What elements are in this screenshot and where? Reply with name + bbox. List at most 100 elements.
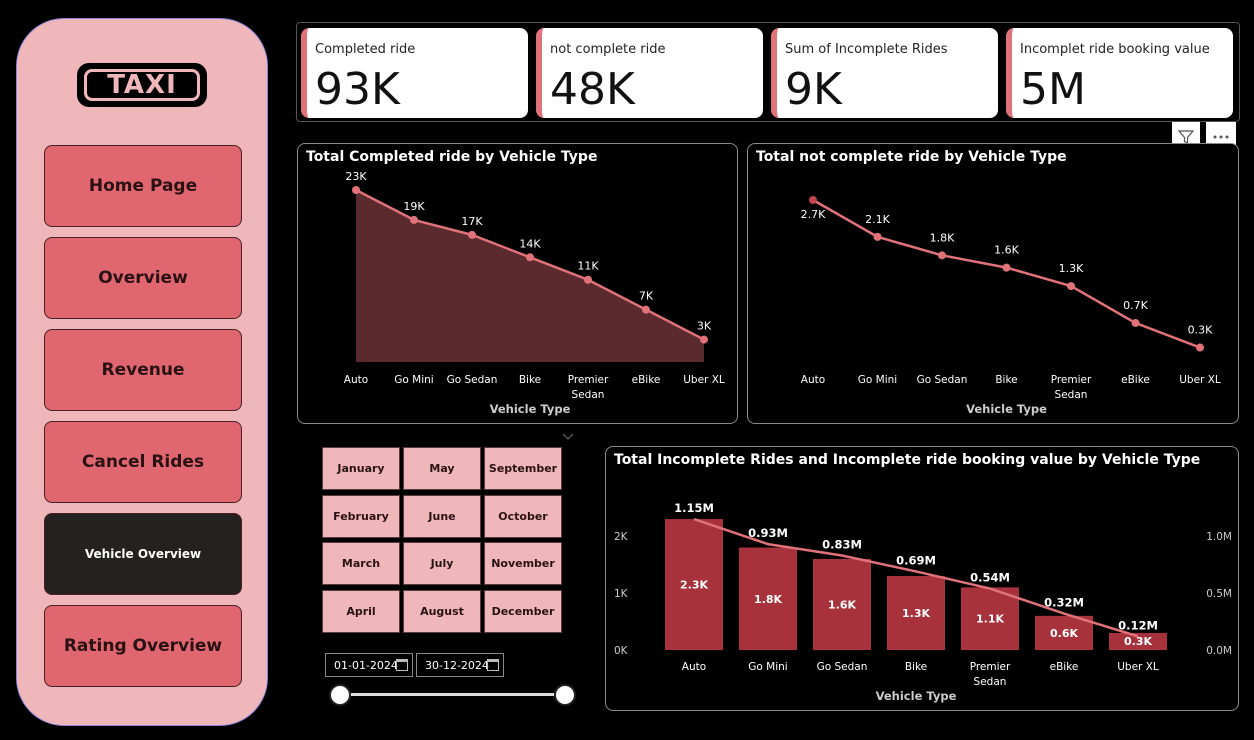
end-date-value: 30-12-2024	[425, 658, 489, 672]
x-tick-label: Go Mini	[748, 661, 787, 673]
bar-label: 0.6K	[1050, 627, 1078, 640]
line-label: 0.54M	[970, 571, 1010, 585]
completed-ride-plot: 23K Auto 19K Go Mini 17K Go Sedan 14K Bike 11K Pr…	[344, 170, 725, 416]
month-button-october[interactable]: October	[484, 495, 562, 538]
data-point	[352, 186, 360, 194]
month-button-april[interactable]: April	[322, 590, 400, 633]
data-label: 1.6K	[994, 244, 1019, 257]
data-point	[410, 215, 418, 224]
x-tick-label: eBike	[1050, 661, 1079, 673]
x-tick-label: Bike	[519, 374, 541, 386]
x-tick-label: Premier Sedan	[970, 661, 1011, 688]
bar	[961, 587, 1019, 650]
kpi-value: 9K	[785, 64, 842, 115]
x-tick-label: eBike	[1121, 374, 1150, 386]
line-label: 0.12M	[1118, 618, 1158, 632]
data-point	[1067, 282, 1075, 291]
x-tick-label: eBike	[632, 374, 661, 386]
x-tick-label: Go Sedan	[917, 374, 968, 386]
date-range-track[interactable]	[340, 693, 566, 696]
calendar-icon[interactable]	[487, 659, 499, 671]
data-label: 1.8K	[930, 231, 955, 244]
sidebar: TAXI Home Page Overview Revenue Cancel R…	[16, 18, 268, 726]
data-point	[873, 232, 882, 241]
x-tick-label: Go Mini	[858, 374, 897, 386]
nav-revenue[interactable]: Revenue	[44, 329, 242, 411]
bar	[887, 576, 945, 650]
x-tick-label: Go Sedan	[817, 661, 868, 673]
kpi-value: 5M	[1020, 64, 1086, 115]
nav-overview[interactable]: Overview	[44, 237, 242, 319]
bar	[665, 519, 723, 650]
incomplete-rides-combo-chart: Total Incomplete Rides and Incomplete ri…	[605, 446, 1239, 711]
x-axis-title: Vehicle Type	[966, 402, 1047, 416]
chart-title: Total not complete ride by Vehicle Type	[756, 149, 1067, 165]
bar-label: 1.8K	[754, 593, 782, 606]
not-complete-ride-chart: Total not complete ride by Vehicle Type …	[747, 143, 1239, 424]
bar-label: 1.3K	[902, 607, 930, 620]
kpi-card-booking-value: Incomplet ride booking value 5M	[1006, 28, 1233, 118]
month-button-september[interactable]: September	[484, 447, 562, 490]
line-series	[693, 517, 1139, 638]
x-tick-label: Bike	[995, 374, 1017, 386]
kpi-value: 93K	[315, 64, 400, 115]
nav-rating-overview[interactable]: Rating Overview	[44, 605, 242, 687]
data-label: 2.7K	[801, 208, 826, 221]
line-label: 1.15M	[674, 501, 714, 515]
data-point	[1002, 263, 1011, 272]
data-point	[938, 251, 946, 260]
logo-text: TAXI	[107, 70, 177, 100]
data-label: 7K	[639, 290, 654, 303]
data-label: 14K	[519, 237, 541, 250]
end-date-input[interactable]: 30-12-2024	[416, 653, 504, 677]
line-label: 0.93M	[748, 526, 788, 540]
kpi-value: 48K	[550, 64, 635, 115]
x-tick-label: Bike	[905, 661, 927, 673]
data-point	[809, 196, 817, 204]
chart-title: Total Completed ride by Vehicle Type	[306, 149, 598, 165]
x-tick-label: Auto	[344, 374, 368, 386]
data-label: 19K	[403, 200, 425, 213]
data-point	[1196, 343, 1204, 352]
y2-tick-label: 0.5M	[1206, 588, 1232, 600]
data-label: 3K	[697, 320, 712, 333]
data-point	[584, 275, 592, 284]
bar-label: 1.6K	[828, 598, 856, 611]
month-button-august[interactable]: August	[403, 590, 481, 633]
x-tick-label: Go Sedan	[447, 374, 498, 386]
bar	[1035, 615, 1093, 650]
nav-cancel-rides[interactable]: Cancel Rides	[44, 421, 242, 503]
kpi-card-completed: Completed ride 93K	[301, 28, 528, 118]
month-button-december[interactable]: December	[484, 590, 562, 633]
date-range-end-handle[interactable]	[554, 684, 576, 706]
completed-ride-chart: Total Completed ride by Vehicle Type 23K…	[297, 143, 738, 424]
y2-tick-label: 1.0M	[1206, 531, 1232, 543]
month-button-july[interactable]: July	[403, 542, 481, 585]
data-label: 1.3K	[1059, 262, 1084, 275]
start-date-input[interactable]: 01-01-2024	[325, 653, 413, 677]
kpi-label: Completed ride	[315, 42, 416, 57]
bar-label: 0.3K	[1124, 635, 1152, 648]
data-label: 11K	[577, 260, 599, 273]
y-tick-label: 1K	[614, 588, 629, 600]
month-button-june[interactable]: June	[403, 495, 481, 538]
chevron-down-icon[interactable]	[562, 433, 574, 441]
month-button-january[interactable]: January	[322, 447, 400, 490]
data-label: 17K	[461, 215, 483, 228]
calendar-icon[interactable]	[396, 659, 408, 671]
month-button-march[interactable]: March	[322, 542, 400, 585]
nav-home-page[interactable]: Home Page	[44, 145, 242, 227]
x-tick-label: Uber XL	[1179, 374, 1221, 386]
date-range-start-handle[interactable]	[329, 684, 351, 706]
data-point	[526, 253, 534, 262]
month-button-february[interactable]: February	[322, 495, 400, 538]
chart-title: Total Incomplete Rides and Incomplete ri…	[614, 452, 1201, 468]
nav-vehicle-overview[interactable]: Vehicle Overview	[44, 513, 242, 595]
start-date-value: 01-01-2024	[334, 658, 398, 672]
month-button-november[interactable]: November	[484, 542, 562, 585]
kpi-row: Completed ride 93K not complete ride 48K…	[296, 22, 1240, 122]
taxi-logo: TAXI	[77, 63, 207, 107]
data-point	[642, 305, 650, 314]
bar	[813, 558, 871, 650]
month-button-may[interactable]: May	[403, 447, 481, 490]
